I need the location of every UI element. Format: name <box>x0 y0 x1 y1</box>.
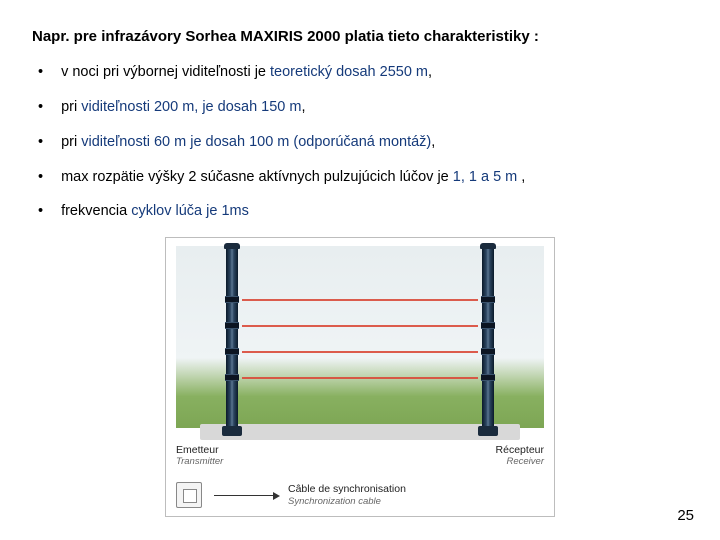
bullet-text: v noci pri výbornej viditeľnosti je teor… <box>61 63 432 82</box>
label-main: Récepteur <box>454 444 544 456</box>
label-main: Câble de synchronisation <box>288 483 406 496</box>
bullet-icon: • <box>38 98 43 117</box>
list-item: • pri viditeľnosti 60 m je dosah 100 m (… <box>36 133 688 152</box>
list-item: • v noci pri výbornej viditeľnosti je te… <box>36 63 688 82</box>
receiver-pole <box>478 246 498 430</box>
text-plain: , <box>428 64 432 80</box>
label-sub: Receiver <box>454 456 544 467</box>
text-plain: v noci pri výbornej viditeľnosti je <box>61 64 270 80</box>
lens-icon <box>481 374 495 381</box>
pole-base <box>222 426 242 436</box>
bullet-list: • v noci pri výbornej viditeľnosti je te… <box>36 63 688 221</box>
bullet-icon: • <box>38 168 43 187</box>
lens-icon <box>225 348 239 355</box>
bullet-icon: • <box>38 133 43 152</box>
ir-beam <box>242 299 478 301</box>
lens-icon <box>481 322 495 329</box>
cable-row: Câble de synchronisation Synchronization… <box>176 482 544 508</box>
text-plain: , <box>431 134 435 150</box>
ir-beam <box>242 351 478 353</box>
lens-icon <box>481 296 495 303</box>
bullet-text: frekvencia cyklov lúča je 1ms <box>61 202 249 221</box>
text-highlight: viditeľnosti 60 m je dosah 100 m (odporú… <box>81 134 431 150</box>
list-item: • pri viditeľnosti 200 m, je dosah 150 m… <box>36 98 688 117</box>
label-sub: Synchronization cable <box>288 496 406 508</box>
text-plain: max rozpätie výšky 2 súčasne aktívnych p… <box>61 169 453 185</box>
text-highlight: cyklov lúča je 1ms <box>131 203 249 219</box>
label-main: Emetteur <box>176 444 266 456</box>
pole-labels: Emetteur Transmitter Récepteur Receiver <box>176 444 544 467</box>
text-plain: pri <box>61 134 81 150</box>
list-item: • frekvencia cyklov lúča je 1ms <box>36 202 688 221</box>
arrow-icon <box>214 495 274 496</box>
text-plain: , <box>301 99 305 115</box>
transmitter-label: Emetteur Transmitter <box>176 444 266 467</box>
text-highlight: teoretický dosah 2550 m <box>270 64 428 80</box>
mounting-pad <box>200 424 520 440</box>
lens-icon <box>225 296 239 303</box>
bullet-text: max rozpätie výšky 2 súčasne aktívnych p… <box>61 168 525 187</box>
ir-beam <box>242 325 478 327</box>
cable-label: Câble de synchronisation Synchronization… <box>288 483 406 508</box>
receiver-label: Récepteur Receiver <box>454 444 544 467</box>
pole-base <box>478 426 498 436</box>
text-plain: pri <box>61 99 81 115</box>
ir-beam <box>242 377 478 379</box>
infrared-barrier-diagram: Emetteur Transmitter Récepteur Receiver … <box>165 237 555 517</box>
bullet-text: pri viditeľnosti 200 m, je dosah 150 m, <box>61 98 305 117</box>
text-plain: frekvencia <box>61 203 131 219</box>
bullet-icon: • <box>38 202 43 221</box>
text-highlight: viditeľnosti 200 m, je dosah 150 m <box>81 99 301 115</box>
label-sub: Transmitter <box>176 456 266 467</box>
slide-heading: Napr. pre infrazávory Sorhea MAXIRIS 200… <box>32 28 688 45</box>
connector-icon <box>176 482 202 508</box>
bullet-icon: • <box>38 63 43 82</box>
bullet-text: pri viditeľnosti 60 m je dosah 100 m (od… <box>61 133 435 152</box>
pole-body <box>482 246 494 428</box>
text-plain: , <box>521 169 525 185</box>
list-item: • max rozpätie výšky 2 súčasne aktívnych… <box>36 168 688 187</box>
text-highlight: 1, 1 a 5 m <box>453 169 522 185</box>
transmitter-pole <box>222 246 242 430</box>
lens-icon <box>225 322 239 329</box>
lens-icon <box>481 348 495 355</box>
lens-icon <box>225 374 239 381</box>
pole-cap <box>224 243 240 249</box>
page-number: 25 <box>677 507 694 524</box>
pole-body <box>226 246 238 428</box>
pole-cap <box>480 243 496 249</box>
